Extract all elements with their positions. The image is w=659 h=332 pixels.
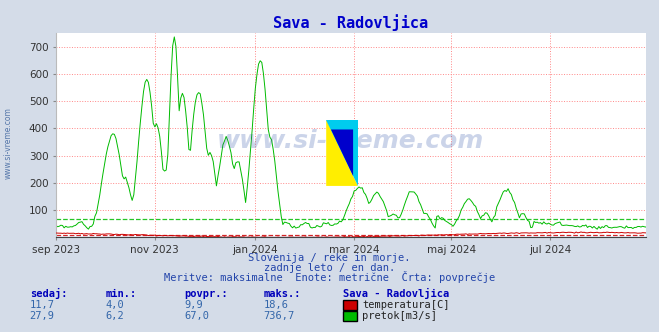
Text: pretok[m3/s]: pretok[m3/s] bbox=[362, 311, 438, 321]
Text: sedaj:: sedaj: bbox=[30, 288, 67, 299]
Text: Slovenija / reke in morje.: Slovenija / reke in morje. bbox=[248, 253, 411, 263]
Title: Sava - Radovljica: Sava - Radovljica bbox=[273, 14, 428, 31]
Text: 9,9: 9,9 bbox=[185, 300, 203, 310]
Text: zadnje leto / en dan.: zadnje leto / en dan. bbox=[264, 263, 395, 273]
Text: 6,2: 6,2 bbox=[105, 311, 124, 321]
Text: 11,7: 11,7 bbox=[30, 300, 55, 310]
Text: www.si-vreme.com: www.si-vreme.com bbox=[3, 107, 13, 179]
Text: 67,0: 67,0 bbox=[185, 311, 210, 321]
Text: maks.:: maks.: bbox=[264, 289, 301, 299]
Text: 736,7: 736,7 bbox=[264, 311, 295, 321]
Text: www.si-vreme.com: www.si-vreme.com bbox=[217, 129, 484, 153]
Text: Sava - Radovljica: Sava - Radovljica bbox=[343, 288, 449, 299]
Polygon shape bbox=[326, 120, 358, 186]
Text: 4,0: 4,0 bbox=[105, 300, 124, 310]
Text: 18,6: 18,6 bbox=[264, 300, 289, 310]
Text: temperatura[C]: temperatura[C] bbox=[362, 300, 450, 310]
Text: 27,9: 27,9 bbox=[30, 311, 55, 321]
Text: povpr.:: povpr.: bbox=[185, 289, 228, 299]
Text: min.:: min.: bbox=[105, 289, 136, 299]
Polygon shape bbox=[326, 120, 358, 186]
Polygon shape bbox=[331, 129, 353, 176]
Text: Meritve: maksimalne  Enote: metrične  Črta: povprečje: Meritve: maksimalne Enote: metrične Črta… bbox=[164, 271, 495, 283]
